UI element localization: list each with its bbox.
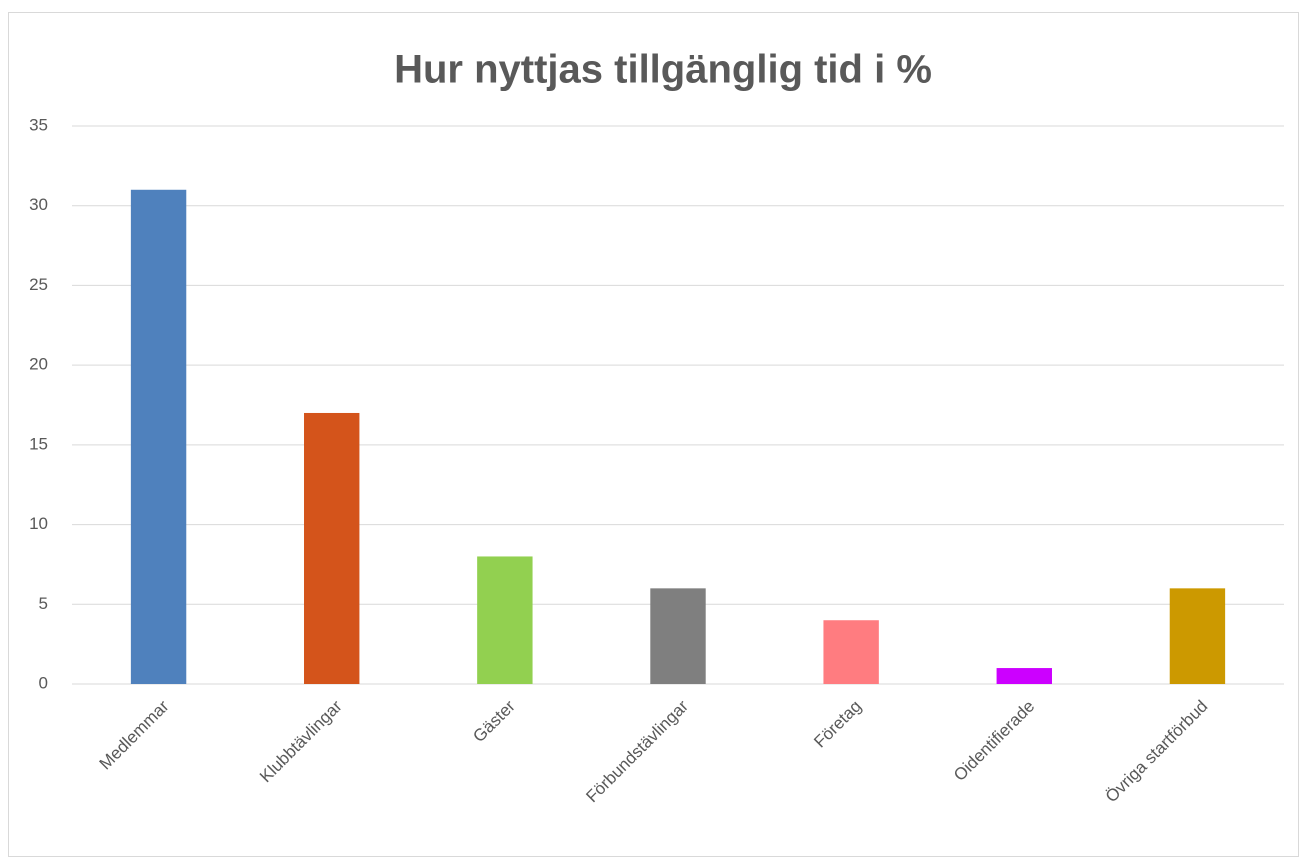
y-tick-label: 5 [39, 594, 48, 613]
bar [1169, 588, 1226, 684]
y-tick-label: 0 [39, 673, 48, 692]
bar [650, 588, 706, 684]
y-tick-label: 35 [29, 115, 48, 134]
y-tick-label: 20 [29, 355, 48, 374]
bar [823, 620, 879, 684]
chart-title: Hur nyttjas tillgänglig tid i % [394, 48, 932, 92]
chart-border [8, 12, 1299, 857]
y-tick-label: 15 [29, 434, 48, 453]
bar [996, 668, 1052, 684]
bar [304, 412, 360, 684]
y-tick-label: 25 [29, 275, 48, 294]
bar [477, 556, 533, 684]
y-tick-label: 30 [29, 195, 48, 214]
y-tick-label: 10 [29, 514, 48, 533]
bar [130, 189, 187, 684]
